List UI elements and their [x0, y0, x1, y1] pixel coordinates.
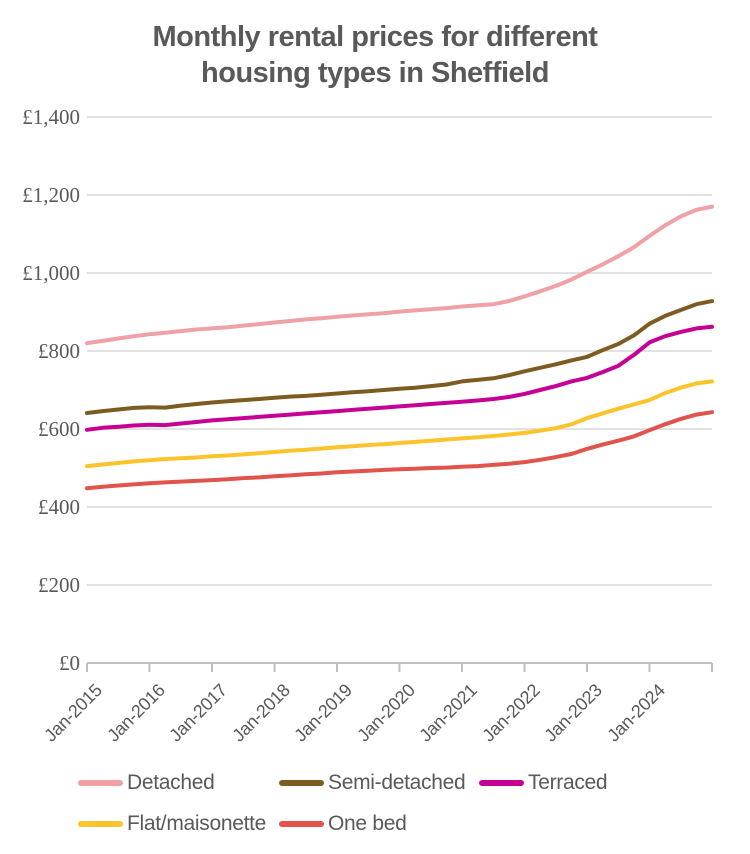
- legend-label: Semi-detached: [328, 771, 466, 794]
- one-bed-line-swatch: [279, 821, 324, 827]
- legend-label: Terraced: [528, 771, 608, 794]
- series-line-terraced: [85, 324, 714, 432]
- chart-title-line1: Monthly rental prices for different: [152, 21, 598, 53]
- y-axis-tick-label: £1,200: [22, 183, 80, 207]
- series-line-flat-maisonette: [85, 379, 714, 469]
- series-line-detached: [85, 204, 714, 346]
- legend-label: One bed: [328, 812, 407, 835]
- y-axis-tick-label: £600: [38, 417, 80, 441]
- series-line-one-bed: [85, 410, 714, 491]
- semi-detached-line-swatch: [279, 780, 324, 786]
- y-axis-tick-label: £800: [38, 339, 80, 363]
- series-line-semi-detached: [85, 299, 714, 415]
- detached-line-swatch: [78, 780, 123, 786]
- y-axis-tick-label: £1,400: [22, 105, 80, 129]
- y-axis-tick-label: £0: [59, 651, 80, 675]
- legend-label: Flat/maisonette: [127, 812, 267, 835]
- flat-maisonette-line-swatch: [78, 821, 123, 827]
- legend-label: Detached: [127, 771, 215, 794]
- y-axis-tick-label: £200: [38, 573, 80, 597]
- chart-title: Monthly rental prices for different hous…: [0, 19, 750, 91]
- chart-title-line2: housing types in Sheffield: [201, 57, 549, 89]
- terraced-line-swatch: [479, 780, 524, 786]
- y-axis-tick-label: £400: [38, 495, 80, 519]
- y-axis-tick-label: £1,000: [22, 261, 80, 285]
